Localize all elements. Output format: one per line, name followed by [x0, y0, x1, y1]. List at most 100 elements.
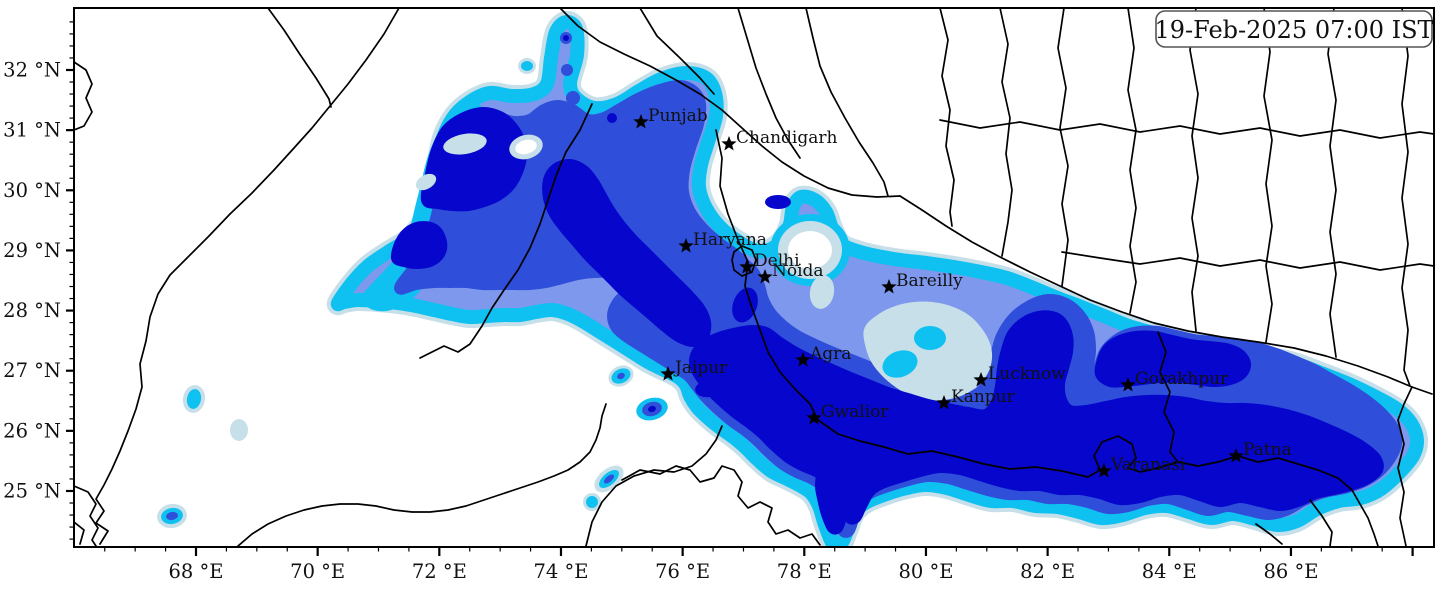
timestamp-box: 19-Feb-2025 07:00 IST: [1154, 10, 1434, 48]
fog-spot-royal: [617, 372, 625, 380]
fog-spot-cyan: [586, 496, 598, 508]
state-boundaries: [74, 8, 1434, 547]
plot-frame: [73, 7, 1435, 548]
x-tick-label: 76 °E: [655, 560, 710, 583]
city-label-bareilly: Bareilly: [896, 271, 963, 291]
fog-spot-cyan: [186, 389, 202, 409]
city-star-icon: [1228, 448, 1244, 463]
fog-spot-cyan: [882, 350, 918, 378]
city-label-gorakhpur: Gorakhpur: [1135, 369, 1229, 389]
boundary-line: [237, 403, 607, 547]
fog-spot-white: [788, 231, 832, 269]
y-tick-label: 25 °N: [3, 479, 61, 502]
x-tick-label: 80 °E: [898, 560, 953, 583]
city-label-delhi: Delhi: [754, 251, 800, 271]
city-label-lucknow: Lucknow: [988, 364, 1066, 384]
boundary-line: [74, 485, 99, 547]
boundary-line: [95, 8, 400, 545]
boundary-line: [559, 8, 901, 198]
x-tick-label: 68 °E: [169, 560, 224, 583]
boundary-line: [74, 521, 85, 545]
city-label-noida: Noida: [772, 261, 824, 281]
fog-spot-dark: [648, 405, 656, 413]
fog-very-dense-core: [815, 462, 849, 535]
fog-spot-dark: [563, 35, 569, 41]
x-tick-label: 70 °E: [290, 560, 345, 583]
city-star-icon: [973, 372, 989, 387]
boundary-line: [1397, 386, 1413, 547]
x-tick-label: 72 °E: [412, 560, 467, 583]
city-star-icon: [795, 352, 811, 367]
city-star-icon: [881, 279, 897, 294]
y-tick-label: 30 °N: [3, 179, 61, 202]
city-star-icon: [1096, 463, 1112, 478]
x-tick-label: 82 °E: [1020, 560, 1075, 583]
x-tick-label: 86 °E: [1263, 560, 1318, 583]
boundary-line: [817, 419, 1379, 547]
boundary-line: [639, 8, 715, 95]
x-tick-label: 84 °E: [1142, 560, 1197, 583]
city-label-chandigarh: Chandigarh: [736, 128, 838, 148]
y-tick-label: 28 °N: [3, 299, 61, 322]
city-star-icon: [806, 410, 822, 425]
city-star-icon: [678, 238, 694, 253]
fog-spot-royal: [566, 91, 580, 105]
boundary-line: [585, 425, 723, 547]
boundary-line: [1401, 8, 1411, 387]
boundary-line: [1255, 523, 1283, 545]
city-star-icon: [660, 366, 676, 381]
fog-very-dense-core: [390, 221, 448, 269]
city-label-varanasi: Varanasi: [1110, 455, 1186, 475]
fog-spot-royal: [561, 64, 573, 76]
fog-spot-pale: [443, 133, 487, 155]
boundary-line: [1189, 8, 1199, 332]
city-star-icon: [721, 136, 737, 151]
axes: 68 °E 70 °E 72 °E 74 °E 76 °E 78 °E 80 °E 82 °E…: [3, 7, 1435, 583]
y-tick-label: 32 °N: [3, 59, 61, 82]
boundary-line: [1057, 8, 1069, 287]
y-tick-label: 27 °N: [3, 359, 61, 382]
fog-spot-dark: [607, 113, 617, 123]
city-label-haryana: Haryana: [693, 230, 767, 250]
city-star-icon: [739, 259, 755, 274]
boundary-line: [1327, 8, 1337, 358]
boundary-line: [899, 195, 1433, 395]
fog-spot-cyan: [521, 61, 533, 71]
city-star-icon: [633, 114, 649, 129]
fog-very-dense-core: [688, 310, 1384, 525]
x-tick-label: 74 °E: [533, 560, 588, 583]
boundary-line: [621, 465, 821, 546]
y-tick-label: 31 °N: [3, 119, 61, 142]
city-label-jaipur: Jaipur: [673, 358, 728, 378]
fog-spot-pale: [230, 419, 248, 441]
city-label-gwalior: Gwalior: [821, 402, 889, 422]
x-tick-label: 78 °E: [777, 560, 832, 583]
boundary-line: [939, 119, 1434, 139]
boundary-line: [267, 8, 332, 108]
fog-spot-dark: [765, 195, 791, 209]
boundary-line: [419, 103, 593, 359]
boundary-line: [1127, 8, 1137, 314]
boundary-line: [1263, 8, 1273, 343]
fog-spot-white: [515, 139, 537, 155]
boundary-line: [939, 8, 955, 227]
fog-spot-pale: [415, 173, 437, 191]
city-label-kanpur: Kanpur: [951, 387, 1016, 407]
fog-layers: [157, 10, 1429, 547]
city-star-icon: [1120, 377, 1136, 392]
city-label-agra: Agra: [809, 344, 851, 364]
y-tick-label: 26 °N: [3, 419, 61, 442]
fog-spot-dark: [695, 378, 725, 398]
fog-very-dense-core: [542, 158, 712, 348]
fog-spot-pale: [809, 275, 835, 309]
boundary-line: [805, 8, 889, 197]
boundary-line: [731, 245, 757, 277]
boundary-line: [999, 8, 1013, 257]
fog-spot-royal: [604, 474, 614, 484]
boundary-line: [737, 8, 801, 159]
boundary-line: [1157, 331, 1179, 463]
boundary-line: [715, 129, 819, 421]
fog-very-dense-core: [1094, 330, 1252, 388]
